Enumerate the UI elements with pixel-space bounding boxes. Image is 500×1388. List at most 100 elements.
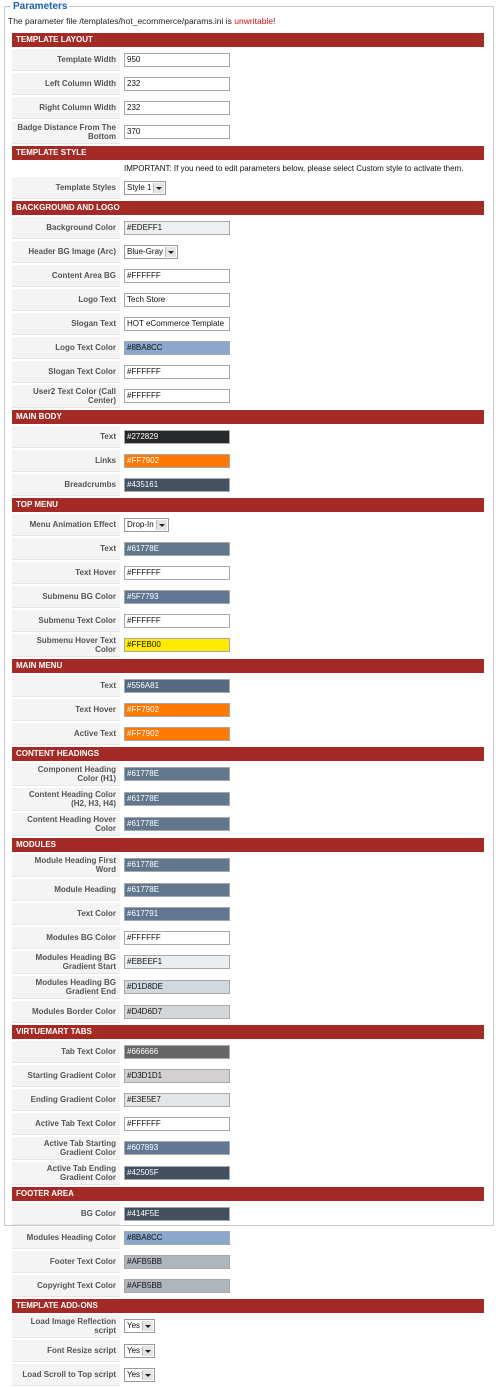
- color-input[interactable]: #D3D1D1: [124, 1068, 230, 1083]
- section-header: VIRTUEMART TABS: [12, 1025, 484, 1039]
- param-row: Logo Text Tech Store: [12, 289, 484, 311]
- param-value-cell: #FF7902: [120, 723, 484, 745]
- param-row: Modules Heading BG Gradient End #D1D8DE: [12, 976, 484, 999]
- text-input[interactable]: 370: [124, 125, 230, 140]
- color-input[interactable]: #272829: [124, 429, 230, 444]
- color-input[interactable]: #EBEEF1: [124, 955, 230, 970]
- param-value-cell: 950: [120, 49, 484, 71]
- select[interactable]: Yes: [124, 1343, 156, 1358]
- color-input[interactable]: #414F5E: [124, 1206, 230, 1221]
- select[interactable]: Yes: [124, 1367, 156, 1382]
- param-value-cell: #FFFFFF: [120, 1113, 484, 1135]
- param-label: Text Color: [12, 903, 120, 925]
- select[interactable]: Blue-Gray: [124, 244, 179, 259]
- text-input[interactable]: HOT eCommerce Template: [124, 316, 230, 331]
- param-value-cell: #FFFFFF: [120, 610, 484, 632]
- color-input[interactable]: #EDEFF1: [124, 220, 230, 235]
- section-row: TEMPLATE ADD-ONS: [12, 1299, 484, 1313]
- color-input[interactable]: #8BA8CC: [124, 1230, 230, 1245]
- param-value-cell: #AFB5BB: [120, 1275, 484, 1297]
- color-input[interactable]: #AFB5BB: [124, 1254, 230, 1269]
- notice-status: unwritable: [234, 16, 274, 26]
- color-input[interactable]: #61778E: [124, 541, 230, 556]
- param-row: Modules Heading BG Gradient Start #EBEEF1: [12, 951, 484, 974]
- color-input[interactable]: #FF7902: [124, 702, 230, 717]
- param-row: Active Text #FF7902: [12, 723, 484, 745]
- param-row: Links #FF7902: [12, 450, 484, 472]
- param-value-cell: Style 1: [120, 177, 484, 199]
- param-row: Badge Distance From The Bottom 370: [12, 121, 484, 144]
- color-input[interactable]: #435161: [124, 477, 230, 492]
- select[interactable]: Style 1: [124, 180, 167, 195]
- param-value-cell: #FFFFFF: [120, 265, 484, 287]
- param-value-cell: 232: [120, 73, 484, 95]
- param-label: Active Tab Text Color: [12, 1113, 120, 1135]
- color-input[interactable]: #666666: [124, 1044, 230, 1059]
- color-input[interactable]: #FFFFFF: [124, 389, 230, 404]
- color-input[interactable]: #42505F: [124, 1166, 230, 1181]
- legend: Parameters: [11, 1, 70, 12]
- param-row: Active Tab Starting Gradient Color #60789…: [12, 1137, 484, 1160]
- param-row: Left Column Width 232: [12, 73, 484, 95]
- param-label: Header BG Image (Arc): [12, 241, 120, 263]
- notice-end: !: [273, 16, 276, 26]
- param-row: Menu Animation Effect Drop-In: [12, 514, 484, 536]
- param-label: Modules Border Color: [12, 1001, 120, 1023]
- param-row: Submenu Text Color #FFFFFF: [12, 610, 484, 632]
- color-input[interactable]: #617791: [124, 906, 230, 921]
- spacer: [12, 162, 120, 175]
- select[interactable]: Drop-In: [124, 517, 169, 532]
- param-row: Background Color #EDEFF1: [12, 217, 484, 239]
- color-input[interactable]: #556A81: [124, 678, 230, 693]
- color-input[interactable]: #FF7902: [124, 453, 230, 468]
- param-row: Logo Text Color #8BA8CC: [12, 337, 484, 359]
- param-label: Logo Text Color: [12, 337, 120, 359]
- param-label: User2 Text Color (Call Center): [12, 385, 120, 408]
- param-value-cell: #414F5E: [120, 1203, 484, 1225]
- text-input[interactable]: Tech Store: [124, 292, 230, 307]
- param-value-cell: #FFFFFF: [120, 562, 484, 584]
- param-value-cell: #FF7902: [120, 699, 484, 721]
- color-input[interactable]: #FFFFFF: [124, 364, 230, 379]
- param-value-cell: #FFFFFF: [120, 361, 484, 383]
- color-input[interactable]: #E3E5E7: [124, 1092, 230, 1107]
- color-input[interactable]: #FFFFFF: [124, 268, 230, 283]
- color-input[interactable]: #61778E: [124, 792, 230, 807]
- param-row: Submenu Hover Text Color #FFEB00: [12, 634, 484, 657]
- color-input[interactable]: #61778E: [124, 882, 230, 897]
- color-input[interactable]: #8BA8CC: [124, 340, 230, 355]
- color-input[interactable]: #FFEB00: [124, 638, 230, 653]
- param-row: Text Color #617791: [12, 903, 484, 925]
- color-input[interactable]: #FF7902: [124, 726, 230, 741]
- color-input[interactable]: #FFFFFF: [124, 565, 230, 580]
- color-input[interactable]: #AFB5BB: [124, 1278, 230, 1293]
- color-input[interactable]: #5F7793: [124, 589, 230, 604]
- section-row: TEMPLATE STYLE: [12, 146, 484, 160]
- param-row: BG Color #414F5E: [12, 1203, 484, 1225]
- param-value-cell: Drop-In: [120, 514, 484, 536]
- color-input[interactable]: #607893: [124, 1141, 230, 1156]
- param-value-cell: Blue-Gray: [120, 241, 484, 263]
- text-input[interactable]: 950: [124, 52, 230, 67]
- color-input[interactable]: #FFFFFF: [124, 613, 230, 628]
- param-row: Font Resize script Yes: [12, 1340, 484, 1362]
- color-input[interactable]: #FFFFFF: [124, 1116, 230, 1131]
- color-input[interactable]: #61778E: [124, 767, 230, 782]
- note: IMPORTANT: If you need to edit parameter…: [124, 164, 464, 173]
- param-row: Template Styles Style 1: [12, 177, 484, 199]
- text-input[interactable]: 232: [124, 76, 230, 91]
- color-input[interactable]: #61778E: [124, 817, 230, 832]
- param-row: Text #556A81: [12, 675, 484, 697]
- param-value-cell: 232: [120, 97, 484, 119]
- select[interactable]: Yes: [124, 1319, 156, 1334]
- param-label: Right Column Width: [12, 97, 120, 119]
- section-row: BACKGROUND AND LOGO: [12, 201, 484, 215]
- color-input[interactable]: #61778E: [124, 858, 230, 873]
- param-value-cell: Yes: [120, 1340, 484, 1362]
- text-input[interactable]: 232: [124, 100, 230, 115]
- param-row: Tab Text Color #666666: [12, 1041, 484, 1063]
- param-value-cell: 370: [120, 121, 484, 144]
- color-input[interactable]: #D1D8DE: [124, 980, 230, 995]
- color-input[interactable]: #FFFFFF: [124, 930, 230, 945]
- color-input[interactable]: #D4D6D7: [124, 1004, 230, 1019]
